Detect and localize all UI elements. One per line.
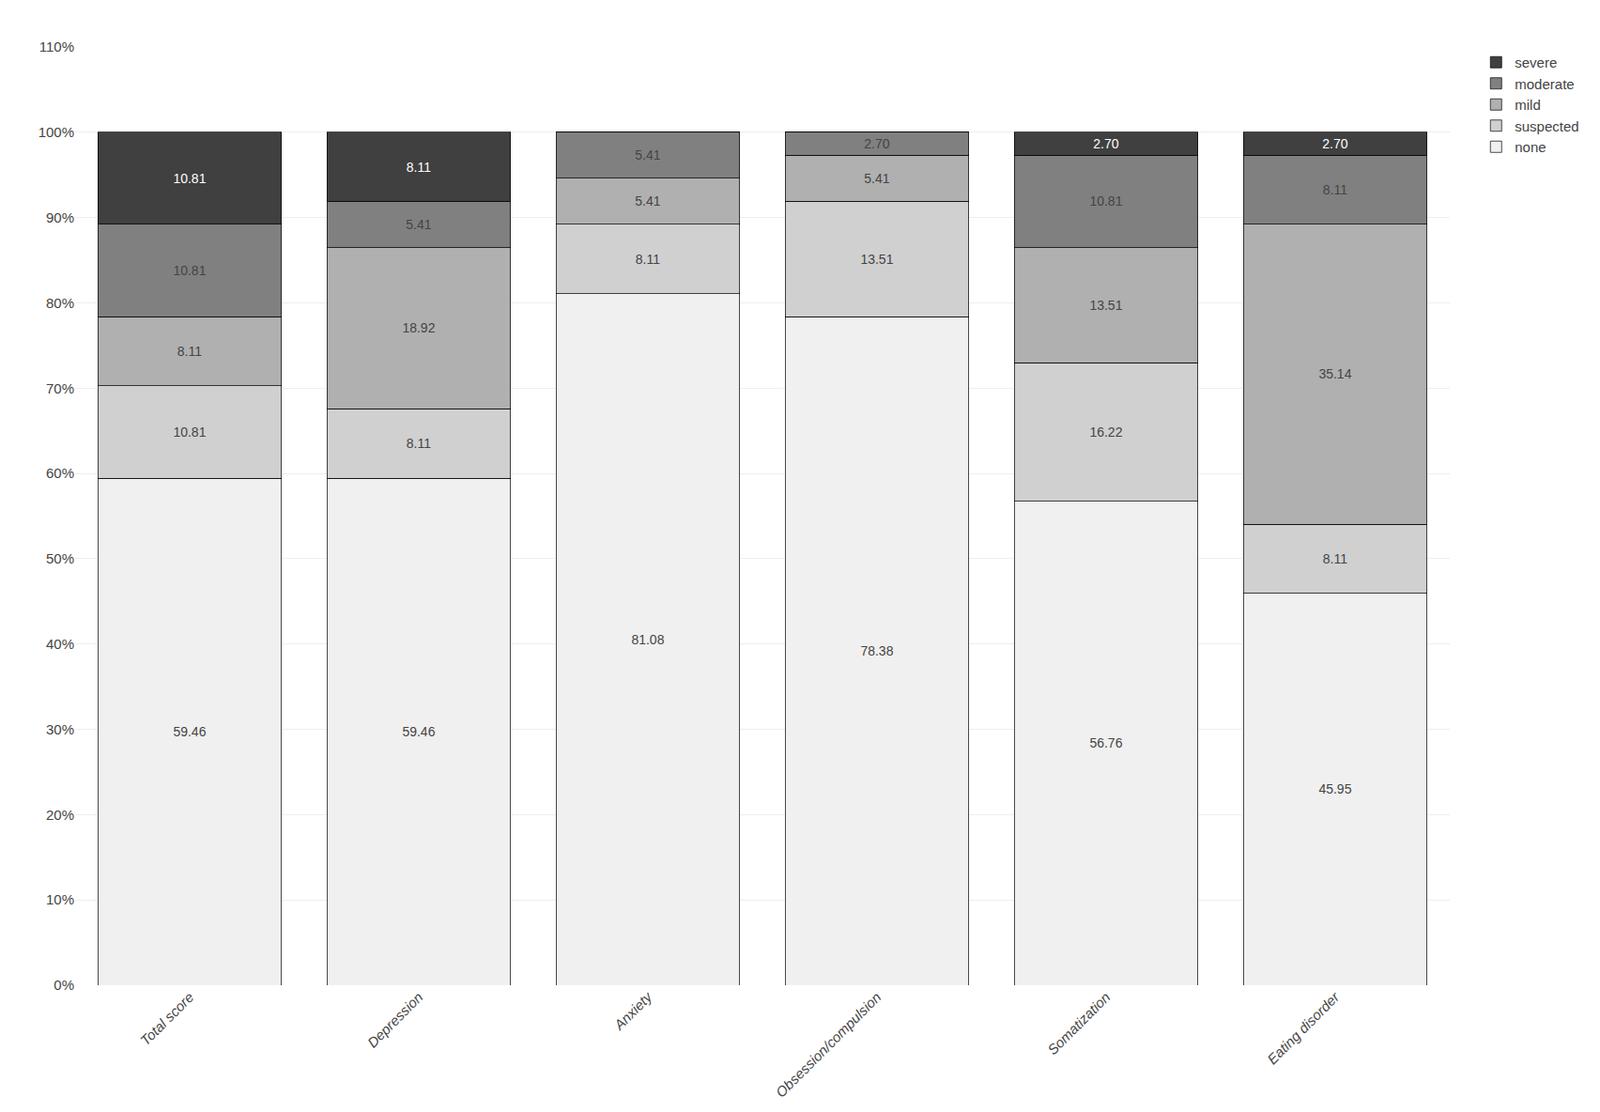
svg-text:8.11: 8.11 [1323, 182, 1348, 198]
svg-text:10.81: 10.81 [172, 424, 206, 440]
svg-text:40%: 40% [46, 635, 75, 652]
svg-text:13.51: 13.51 [1089, 297, 1123, 313]
svg-text:78.38: 78.38 [860, 643, 893, 659]
svg-text:Obsession/compulsion: Obsession/compulsion [772, 988, 885, 1101]
svg-text:35.14: 35.14 [1318, 366, 1352, 382]
svg-text:10.81: 10.81 [172, 170, 206, 186]
svg-text:59.46: 59.46 [401, 723, 435, 739]
svg-text:16.22: 16.22 [1089, 424, 1123, 440]
svg-text:59.46: 59.46 [172, 723, 206, 739]
svg-text:100%: 100% [38, 123, 75, 140]
svg-text:8.11: 8.11 [635, 251, 661, 267]
svg-text:60%: 60% [46, 464, 75, 481]
svg-text:10.81: 10.81 [172, 262, 206, 278]
svg-text:8.11: 8.11 [406, 159, 431, 175]
svg-text:Anxiety: Anxiety [610, 987, 657, 1034]
svg-text:Eating disorder: Eating disorder [1263, 987, 1343, 1067]
svg-text:2.70: 2.70 [863, 136, 890, 152]
svg-text:8.11: 8.11 [406, 435, 431, 451]
svg-text:80%: 80% [46, 294, 75, 311]
svg-text:suspected: suspected [1514, 118, 1579, 135]
svg-text:mild: mild [1514, 96, 1541, 113]
svg-text:8.11: 8.11 [1323, 551, 1348, 567]
svg-text:5.41: 5.41 [863, 170, 890, 186]
svg-text:Somatization: Somatization [1044, 988, 1113, 1058]
svg-text:30%: 30% [46, 721, 75, 738]
svg-text:0%: 0% [53, 976, 75, 993]
svg-text:10%: 10% [46, 891, 75, 908]
svg-text:20%: 20% [46, 806, 75, 823]
svg-text:8.11: 8.11 [177, 343, 202, 359]
svg-text:Total score: Total score [137, 988, 198, 1049]
svg-text:2.70: 2.70 [1322, 136, 1348, 152]
svg-text:Depression: Depression [364, 988, 427, 1051]
svg-text:10.81: 10.81 [1089, 193, 1123, 209]
svg-text:56.76: 56.76 [1089, 735, 1123, 751]
svg-text:110%: 110% [39, 38, 75, 55]
svg-text:45.95: 45.95 [1318, 781, 1352, 797]
svg-text:moderate: moderate [1514, 76, 1574, 93]
svg-text:2.70: 2.70 [1092, 136, 1119, 152]
svg-text:18.92: 18.92 [401, 320, 435, 336]
svg-text:50%: 50% [46, 550, 75, 567]
svg-text:5.41: 5.41 [405, 216, 431, 232]
svg-text:13.51: 13.51 [860, 251, 893, 267]
svg-text:severe: severe [1514, 54, 1557, 71]
svg-text:5.41: 5.41 [634, 193, 661, 209]
svg-text:81.08: 81.08 [630, 631, 664, 647]
svg-text:none: none [1514, 138, 1546, 155]
svg-text:5.41: 5.41 [634, 147, 661, 163]
svg-text:70%: 70% [46, 380, 75, 397]
svg-text:90%: 90% [46, 209, 75, 226]
